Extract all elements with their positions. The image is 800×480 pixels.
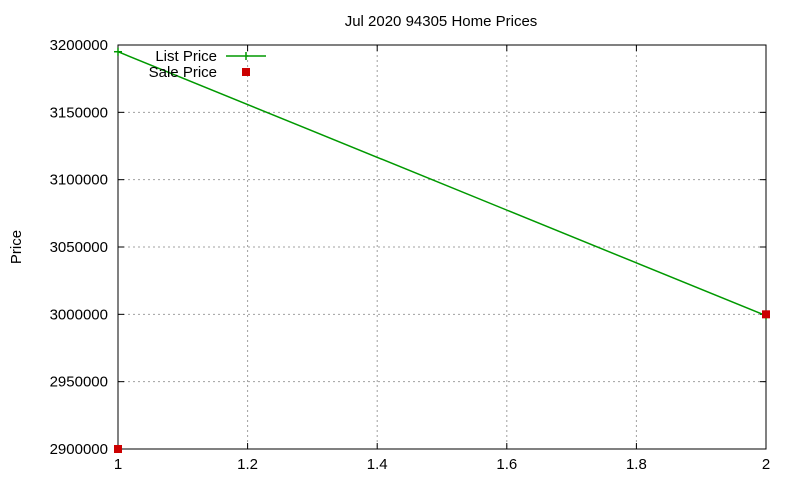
x-axis-ticks: 1 1.2 1.4 1.6 1.8 2	[114, 45, 770, 473]
grid	[118, 45, 766, 449]
y-tick-label: 3150000	[50, 104, 108, 121]
legend-item: List Price	[155, 48, 266, 65]
series-list-price	[114, 47, 770, 320]
legend-label: Sale Price	[149, 64, 217, 81]
data-point	[114, 47, 122, 56]
y-tick-label: 3000000	[50, 306, 108, 323]
y-tick-label: 2900000	[50, 441, 108, 458]
y-axis-ticks: 2900000 2950000 3000000 3050000 3100000 31500…	[50, 37, 766, 458]
y-tick-label: 3200000	[50, 37, 108, 54]
x-tick-label: 1.4	[367, 456, 388, 473]
x-tick-label: 1.8	[626, 456, 647, 473]
y-axis-label: Price	[8, 230, 25, 264]
legend-swatch	[242, 68, 250, 76]
series-sale-price	[114, 310, 770, 453]
legend-label: List Price	[155, 48, 217, 65]
x-tick-label: 1.2	[237, 456, 258, 473]
series-line	[117, 51, 767, 317]
y-tick-label: 2950000	[50, 374, 108, 391]
data-point	[762, 310, 770, 319]
x-tick-label: 1	[114, 456, 122, 473]
series	[114, 47, 770, 453]
x-tick-label: 2	[762, 456, 770, 473]
legend-item: Sale Price	[149, 64, 250, 81]
x-tick-label: 1.6	[496, 456, 517, 473]
y-tick-label: 3050000	[50, 239, 108, 256]
data-point	[114, 445, 122, 453]
y-tick-label: 3100000	[50, 172, 108, 189]
chart-title: Jul 2020 94305 Home Prices	[345, 13, 538, 30]
